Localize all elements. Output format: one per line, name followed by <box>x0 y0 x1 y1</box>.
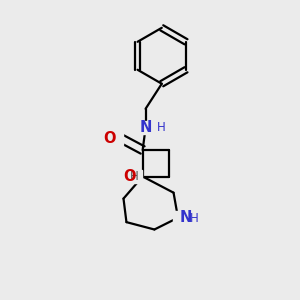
Text: H: H <box>190 212 199 225</box>
Text: N: N <box>140 120 152 135</box>
Bar <box>104 132 123 145</box>
Text: H: H <box>130 170 138 183</box>
Text: N: N <box>179 210 192 225</box>
Text: H: H <box>157 121 166 134</box>
Bar <box>136 122 155 134</box>
Text: O: O <box>123 169 135 184</box>
Text: O: O <box>103 131 115 146</box>
Bar <box>173 211 192 224</box>
Bar <box>123 170 142 183</box>
